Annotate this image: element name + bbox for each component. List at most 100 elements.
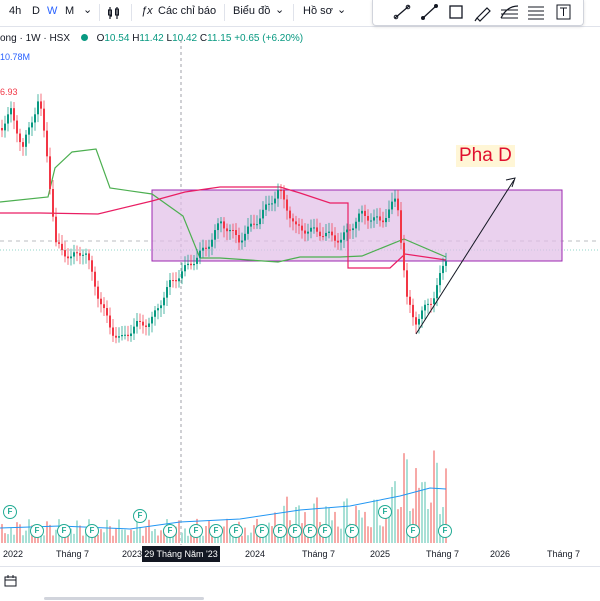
event-marker[interactable]: F <box>229 524 243 538</box>
candle <box>139 320 141 322</box>
scroll-bar[interactable] <box>44 597 204 600</box>
volume-bar <box>37 534 39 543</box>
event-marker[interactable]: F <box>209 524 223 538</box>
candle <box>349 229 351 231</box>
volume-bar <box>151 531 153 543</box>
change-value: +0.65 (+6.20%) <box>234 33 304 44</box>
event-marker[interactable]: F <box>438 524 452 538</box>
volume-bar <box>415 468 417 543</box>
volume-bar <box>361 517 363 543</box>
volume-bar <box>241 535 243 543</box>
volume-bar <box>406 459 408 543</box>
volume-bar <box>367 526 369 543</box>
event-marker[interactable]: F <box>378 505 392 519</box>
candle <box>394 198 396 202</box>
phase-d-annotation[interactable]: Pha D <box>456 145 515 167</box>
candle <box>136 320 138 327</box>
x-tick-2022: 2022 <box>3 549 24 559</box>
trendline-icon[interactable] <box>393 4 411 20</box>
volume-bar <box>109 526 111 543</box>
event-marker[interactable]: F <box>85 524 99 538</box>
candle <box>430 303 432 305</box>
interval-4h[interactable]: 4h <box>9 5 22 17</box>
chart-type-button[interactable]: Biểu đồ <box>233 5 271 17</box>
event-marker[interactable]: F <box>255 524 269 538</box>
x-tick-jul-2026: Tháng 7 <box>547 549 581 559</box>
drawing-tools <box>393 4 571 22</box>
volume-bar <box>220 531 222 543</box>
candle <box>199 250 201 258</box>
candle <box>331 231 333 236</box>
candle <box>52 188 54 217</box>
fx-icon[interactable]: ƒx <box>141 5 153 17</box>
candle <box>289 210 291 219</box>
volume-bar <box>103 532 105 543</box>
candle <box>55 216 57 243</box>
interval-m[interactable]: M <box>65 5 75 17</box>
profile-button[interactable]: Hồ sơ <box>303 5 333 17</box>
candle <box>301 225 303 231</box>
indicators-button[interactable]: Các chỉ báo <box>158 5 217 17</box>
candle <box>262 209 264 219</box>
low-value: 10.42 <box>172 33 198 44</box>
brush-icon[interactable] <box>421 4 438 20</box>
event-marker[interactable]: F <box>345 524 359 538</box>
candle <box>439 273 441 286</box>
volume-bar <box>391 487 393 543</box>
volume-bar <box>19 524 21 543</box>
pen-icon[interactable] <box>474 7 491 22</box>
bars-icon[interactable] <box>107 5 121 21</box>
candle <box>31 122 33 128</box>
chevron-down-icon[interactable]: ⌄ <box>337 4 347 16</box>
candle <box>10 108 12 115</box>
close-value: 11.15 <box>207 33 232 44</box>
event-marker[interactable]: F <box>288 524 302 538</box>
event-marker[interactable]: F <box>406 524 420 538</box>
candle <box>226 228 228 232</box>
text-icon[interactable] <box>556 4 571 20</box>
candle <box>364 210 366 216</box>
candle <box>400 210 402 243</box>
candle <box>313 227 315 229</box>
event-marker[interactable]: F <box>189 524 203 538</box>
candle <box>265 204 267 210</box>
event-marker[interactable]: F <box>318 524 332 538</box>
event-marker[interactable]: F <box>163 524 177 538</box>
symbol-label[interactable]: ong · 1W · HSX <box>0 33 71 44</box>
volume-bar <box>133 530 135 543</box>
volume-bar <box>184 528 186 543</box>
candle <box>379 216 381 221</box>
volume-bar <box>178 520 180 543</box>
volume-bar <box>124 529 126 543</box>
volume-bar <box>106 519 108 543</box>
interval-d[interactable]: D <box>32 5 40 17</box>
volume-bar <box>22 535 24 543</box>
toolbar-divider <box>293 4 294 21</box>
chevron-down-icon[interactable]: ⌄ <box>83 4 93 16</box>
event-marker[interactable]: F <box>3 505 17 519</box>
candle <box>280 190 282 192</box>
volume-bar <box>70 528 72 543</box>
lines-icon[interactable] <box>528 6 544 20</box>
candle <box>352 228 354 231</box>
volume-bar <box>346 498 348 543</box>
candle <box>370 220 372 222</box>
market-status-dot <box>80 34 88 41</box>
trend-arrow[interactable] <box>415 179 515 335</box>
rectangle-icon[interactable] <box>449 5 463 19</box>
interval-w[interactable]: W <box>47 5 58 17</box>
event-marker[interactable]: F <box>303 524 317 538</box>
candle <box>271 203 273 205</box>
event-marker[interactable]: F <box>133 509 147 523</box>
event-marker[interactable]: F <box>273 524 287 538</box>
volume-bar <box>358 510 360 543</box>
event-marker[interactable]: F <box>57 524 71 538</box>
chevron-down-icon[interactable]: ⌄ <box>275 4 285 16</box>
volume-bar <box>157 535 159 543</box>
event-marker[interactable]: F <box>30 524 44 538</box>
high-value: 11.42 <box>139 33 164 44</box>
calendar-range-icon[interactable] <box>4 574 18 588</box>
candle <box>343 232 345 240</box>
fib-icon[interactable] <box>500 5 519 19</box>
